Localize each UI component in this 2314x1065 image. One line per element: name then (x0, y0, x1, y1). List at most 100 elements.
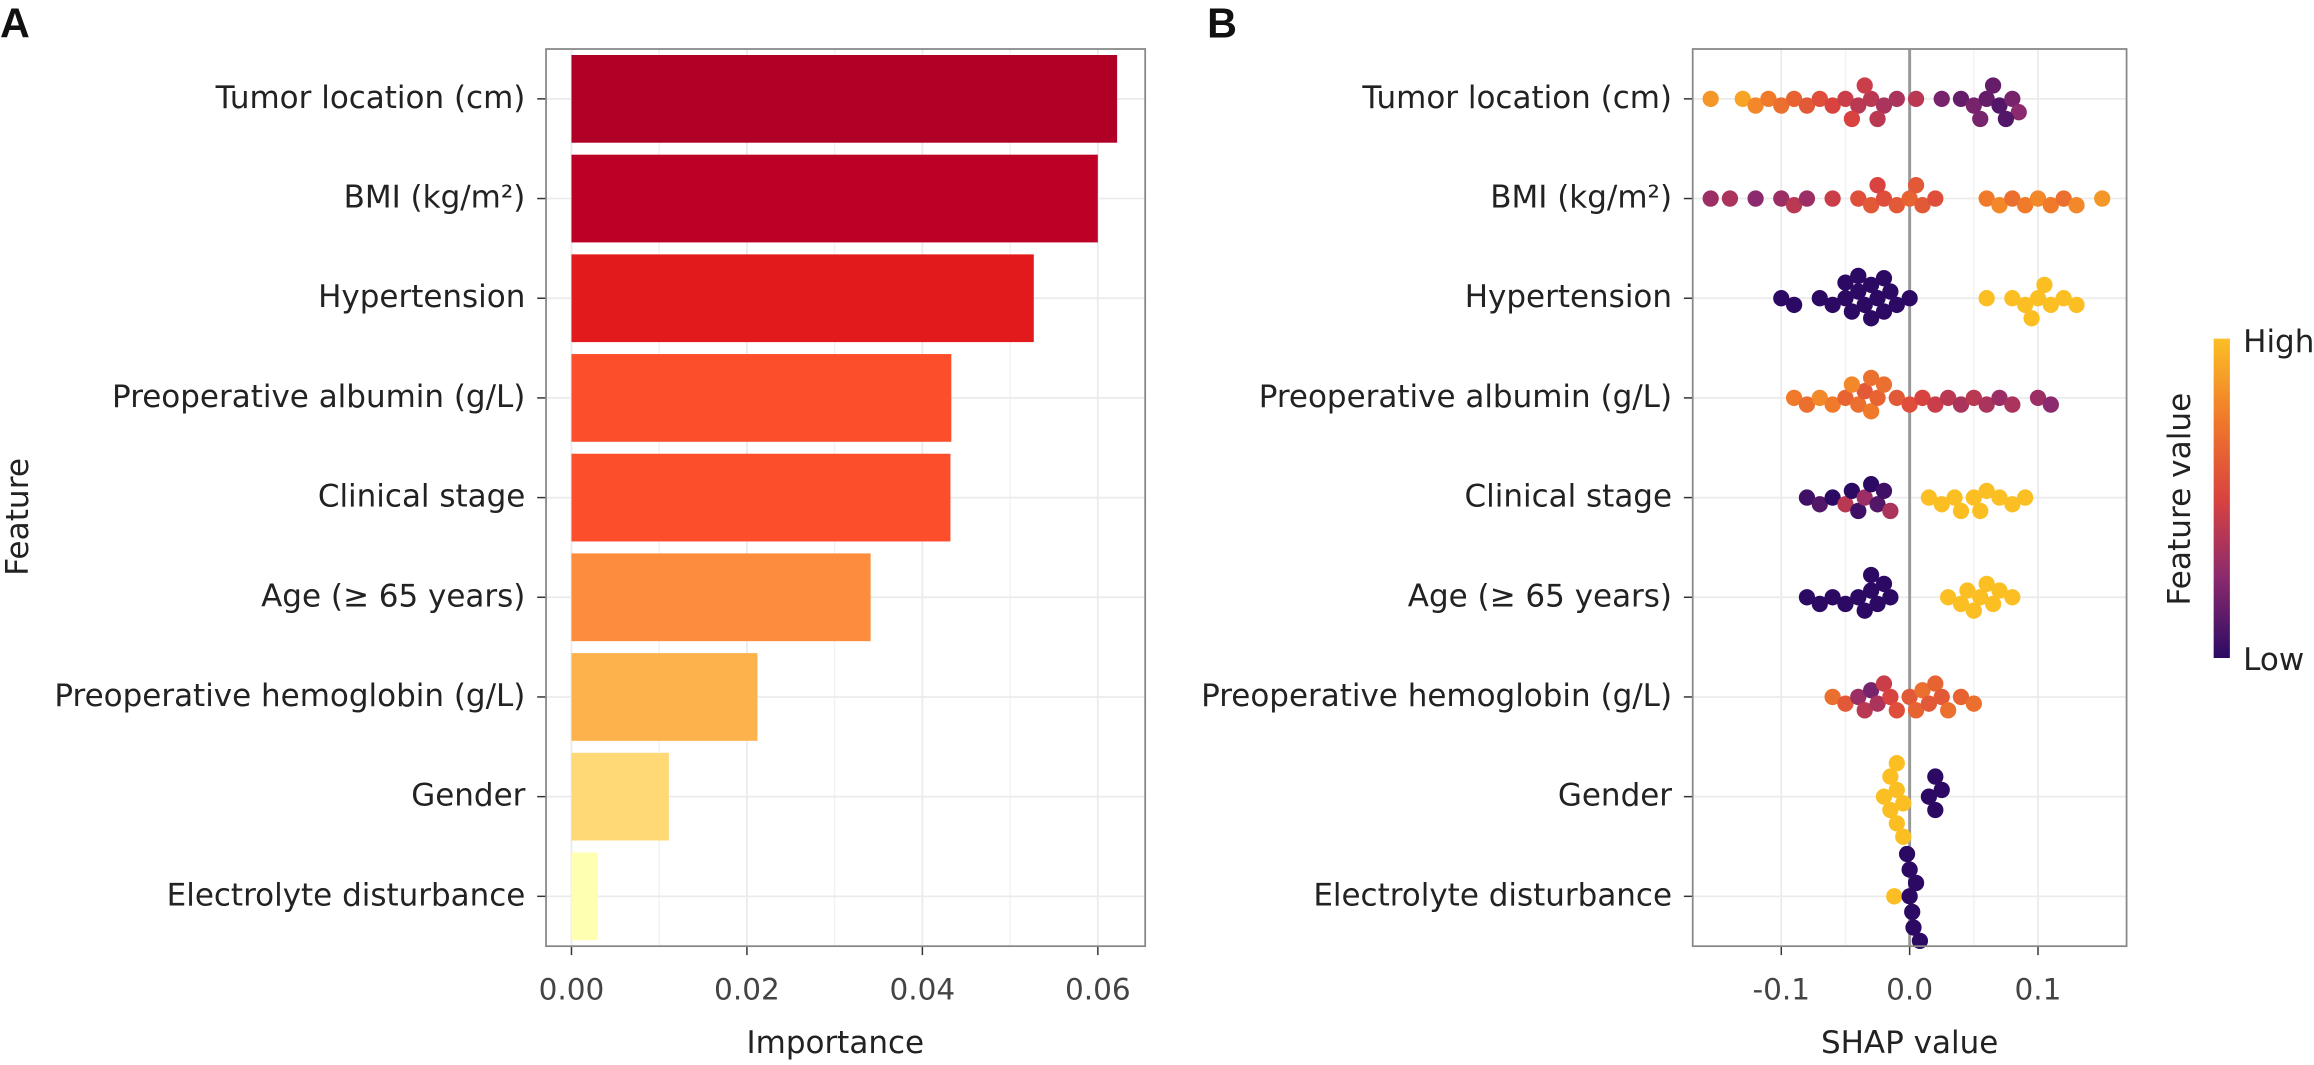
shap-point (1734, 90, 1751, 108)
shap-point (1869, 389, 1886, 407)
shap-point (1907, 702, 1925, 719)
shap-point (1837, 90, 1854, 108)
shap-point (1869, 695, 1886, 712)
shap-point (1843, 303, 1860, 320)
shap-point (2004, 396, 2021, 413)
shap-point (1984, 595, 2002, 613)
shap-point (2004, 496, 2021, 513)
shap-point (1920, 695, 1938, 712)
shap-point (1907, 874, 1925, 892)
shap-point (1901, 861, 1918, 878)
shap-point (2055, 190, 2072, 207)
shap-point (1905, 919, 1922, 936)
shap-point (1888, 90, 1905, 108)
y-tick-label: Hypertension (318, 279, 525, 315)
shap-point (1856, 77, 1873, 94)
shap-point (1965, 97, 1982, 114)
shap-point (1798, 589, 1816, 606)
shap-point (1952, 688, 1970, 706)
y-tick-label: Preoperative albumin (g/L) (1259, 379, 1672, 415)
bar (571, 453, 951, 542)
panel-label: A (0, 0, 30, 47)
shap-point (1927, 190, 1944, 207)
shap-point (1856, 383, 1873, 400)
shap-point (1824, 396, 1841, 413)
shap-point (1863, 582, 1880, 599)
shap-point (1773, 97, 1790, 114)
x-tick-label: 0.06 (1065, 972, 1131, 1006)
shap-point (2017, 296, 2034, 314)
shap-point (1824, 296, 1841, 314)
shap-point (2036, 276, 2053, 294)
shap-point (1850, 688, 1867, 706)
shap-point (1824, 190, 1841, 207)
shap-point (1886, 888, 1903, 905)
shap-point (1850, 396, 1867, 413)
shap-point (1984, 77, 2002, 94)
shap-point (1875, 575, 1893, 593)
shap-point (1940, 389, 1957, 407)
shap-point (1991, 197, 2008, 214)
shap-point (1904, 903, 1921, 921)
shap-point (1959, 582, 1976, 599)
shap-point (1888, 702, 1905, 719)
shap-point (1721, 190, 1739, 207)
shap-point (1856, 702, 1873, 719)
shap-point (2004, 190, 2021, 207)
shap-point (1933, 90, 1950, 108)
shap-point (1914, 389, 1931, 407)
shap-point (1875, 97, 1893, 114)
shap-point (1888, 755, 1905, 772)
shap-point (1869, 290, 1886, 307)
shap-point (1856, 489, 1873, 506)
shap-point (1978, 90, 1995, 108)
y-tick-label: Hypertension (1465, 279, 1672, 315)
y-axis-title: Feature (0, 458, 36, 576)
shap-point (1940, 702, 1957, 719)
shap-point (1888, 296, 1905, 314)
x-tick-label: 0.00 (539, 972, 605, 1006)
shap-point (1811, 496, 1828, 513)
shap-point (1927, 396, 1944, 413)
bar (571, 354, 952, 442)
shap-point (1824, 97, 1841, 114)
shap-point (1882, 589, 1899, 606)
y-tick-label: Age (≥ 65 years) (1408, 578, 1672, 614)
shap-point (2010, 104, 2027, 121)
shap-point (1965, 489, 1982, 506)
bar (571, 154, 1098, 243)
shap-point (1811, 389, 1828, 407)
shap-point (1888, 389, 1905, 407)
shap-point (1875, 376, 1893, 393)
shap-point (1895, 795, 1912, 812)
x-tick-label: 0.02 (714, 972, 780, 1006)
shap-point (1933, 781, 1950, 799)
shap-point (1997, 110, 2015, 128)
shap-point (1850, 267, 1867, 285)
shap-point (1901, 290, 1918, 307)
colorbar-high: High (2243, 324, 2314, 360)
shap-point (1920, 489, 1938, 506)
colorbar (2213, 338, 2230, 659)
y-tick-label: Gender (1558, 778, 1672, 814)
shap-point (1843, 482, 1860, 500)
shap-point (1978, 290, 1995, 307)
y-tick-label: Tumor location (cm) (215, 80, 526, 116)
y-tick-label: BMI (kg/m²) (1490, 179, 1672, 215)
shap-point (1882, 768, 1899, 785)
bar (571, 54, 1118, 143)
colorbar-low: Low (2243, 642, 2304, 678)
shap-point (1785, 389, 1803, 407)
y-tick-label: Preoperative hemoglobin (g/L) (54, 678, 525, 714)
shap-point (1875, 675, 1893, 692)
shap-point (1978, 575, 1995, 593)
shap-point (1991, 389, 2008, 407)
shap-point (1785, 296, 1803, 314)
shap-point (1811, 90, 1828, 108)
shap-point (1863, 197, 1880, 214)
y-tick-label: BMI (kg/m²) (344, 179, 526, 215)
shap-point (2068, 197, 2085, 214)
plot-frame (1691, 48, 2128, 948)
shap-point (1785, 90, 1803, 108)
